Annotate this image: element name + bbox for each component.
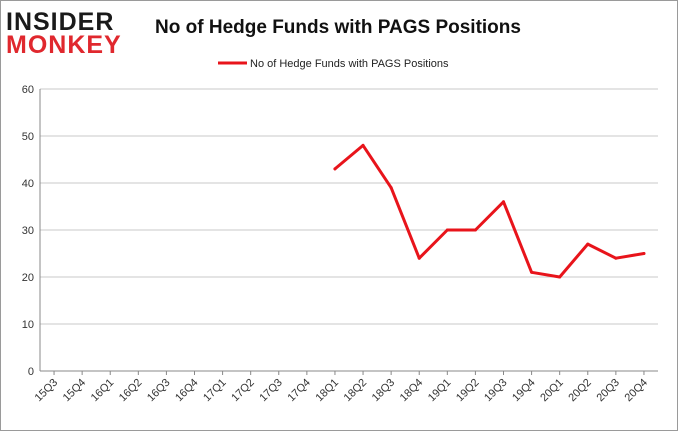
x-tick-label-20Q2: 20Q2	[566, 377, 594, 405]
x-tick-label-19Q1: 19Q1	[426, 377, 454, 405]
data-point-19Q3	[502, 200, 505, 204]
x-tick-label-15Q4: 15Q4	[61, 377, 89, 405]
x-tick-label-18Q3: 18Q3	[370, 377, 398, 405]
x-tick-label-18Q2: 18Q2	[342, 377, 370, 405]
data-point-20Q4	[642, 252, 646, 255]
x-tick-label-16Q1: 16Q1	[89, 377, 117, 405]
x-tick-label-16Q3: 16Q3	[145, 377, 173, 405]
x-tick-label-19Q2: 19Q2	[454, 377, 482, 405]
legend: No of Hedge Funds with PAGS Positions	[218, 58, 449, 70]
data-point-18Q1	[333, 167, 337, 171]
y-tick-label-10: 10	[22, 319, 34, 331]
logo-line-1: INSIDER	[6, 8, 114, 36]
y-tick-label-50: 50	[22, 131, 34, 143]
y-tick-label-20: 20	[22, 272, 34, 284]
x-tick-label-18Q1: 18Q1	[314, 377, 342, 405]
x-tick-label-17Q2: 17Q2	[229, 377, 257, 405]
x-tick-label-20Q3: 20Q3	[594, 377, 622, 405]
data-point-18Q2	[361, 143, 365, 147]
data-point-20Q1	[558, 275, 562, 279]
data-point-20Q2	[586, 242, 590, 246]
x-tick-label-19Q3: 19Q3	[482, 377, 510, 405]
x-tick-label-20Q4: 20Q4	[623, 377, 651, 405]
series-line-0	[333, 143, 646, 279]
logo-line-2: MONKEY	[6, 31, 122, 59]
x-tick-label-16Q4: 16Q4	[173, 377, 201, 405]
data-point-18Q3	[389, 186, 393, 190]
x-tick-label-15Q3: 15Q3	[33, 377, 61, 405]
y-tick-label-0: 0	[28, 366, 34, 378]
data-point-18Q4	[417, 256, 421, 260]
y-tick-label-40: 40	[22, 178, 34, 190]
x-tick-label-20Q1: 20Q1	[538, 377, 566, 405]
legend-label: No of Hedge Funds with PAGS Positions	[250, 58, 449, 70]
y-tick-label-60: 60	[22, 84, 34, 96]
data-point-20Q3	[614, 256, 618, 260]
x-tick-label-18Q4: 18Q4	[398, 377, 426, 405]
insider-monkey-logo: INSIDER MONKEY	[6, 8, 122, 59]
x-tick-label-17Q4: 17Q4	[285, 377, 313, 405]
x-tick-label-16Q2: 16Q2	[117, 377, 145, 405]
y-tick-label-30: 30	[22, 225, 34, 237]
x-tick-label-17Q1: 17Q1	[201, 377, 229, 405]
x-tick-label-19Q4: 19Q4	[510, 377, 538, 405]
data-point-19Q2	[473, 228, 477, 232]
data-point-19Q4	[530, 270, 534, 274]
chart-title: No of Hedge Funds with PAGS Positions	[155, 17, 521, 38]
data-point-19Q1	[445, 228, 449, 232]
x-tick-label-17Q3: 17Q3	[257, 377, 285, 405]
